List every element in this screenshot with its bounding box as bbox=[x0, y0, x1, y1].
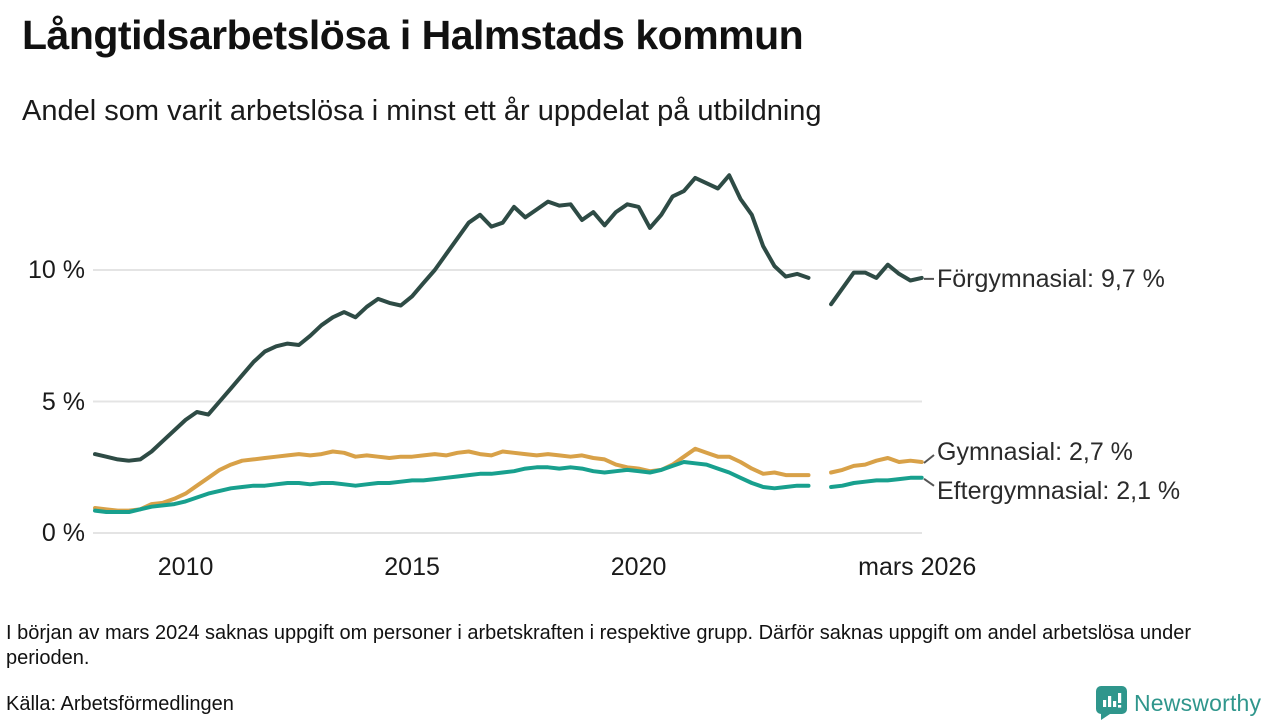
series-line-förgymnasial bbox=[829, 262, 924, 307]
chart-subtitle: Andel som varit arbetslösa i minst ett å… bbox=[22, 95, 822, 127]
source-text: Källa: Arbetsförmedlingen bbox=[6, 693, 234, 715]
series-line-gymnasial bbox=[829, 456, 924, 475]
series-line-förgymnasial bbox=[93, 173, 811, 463]
y-tick-label: 10 % bbox=[28, 256, 85, 284]
newsworthy-logo-icon bbox=[1096, 686, 1127, 720]
newsworthy-branding: Newsworthy bbox=[1096, 686, 1261, 720]
x-tick-label: 2020 bbox=[610, 553, 667, 581]
x-tick-label: 2015 bbox=[384, 553, 440, 581]
y-tick-label: 5 % bbox=[41, 387, 85, 416]
series-line-eftergymnasial bbox=[93, 460, 811, 514]
footnote-text: I början av mars 2024 saknas uppgift om … bbox=[6, 622, 1192, 669]
series-label-gymnasial: Gymnasial: 2,7 % bbox=[937, 437, 1133, 466]
newsworthy-wordmark: Newsworthy bbox=[1134, 689, 1262, 716]
y-tick-label: 0 % bbox=[41, 519, 85, 547]
series-line-gymnasial bbox=[93, 446, 811, 513]
label-leader-dash bbox=[923, 454, 935, 464]
series-line-eftergymnasial bbox=[829, 475, 924, 489]
x-tick-label: mars 2026 bbox=[858, 553, 977, 581]
series-label-förgymnasial: Förgymnasial: 9,7 % bbox=[937, 264, 1165, 293]
page-title: Långtidsarbetslösa i Halmstads kommun bbox=[22, 12, 804, 58]
label-leader-dash bbox=[923, 477, 935, 487]
series-label-eftergymnasial: Eftergymnasial: 2,1 % bbox=[937, 476, 1181, 505]
x-tick-label: 2010 bbox=[157, 553, 214, 581]
